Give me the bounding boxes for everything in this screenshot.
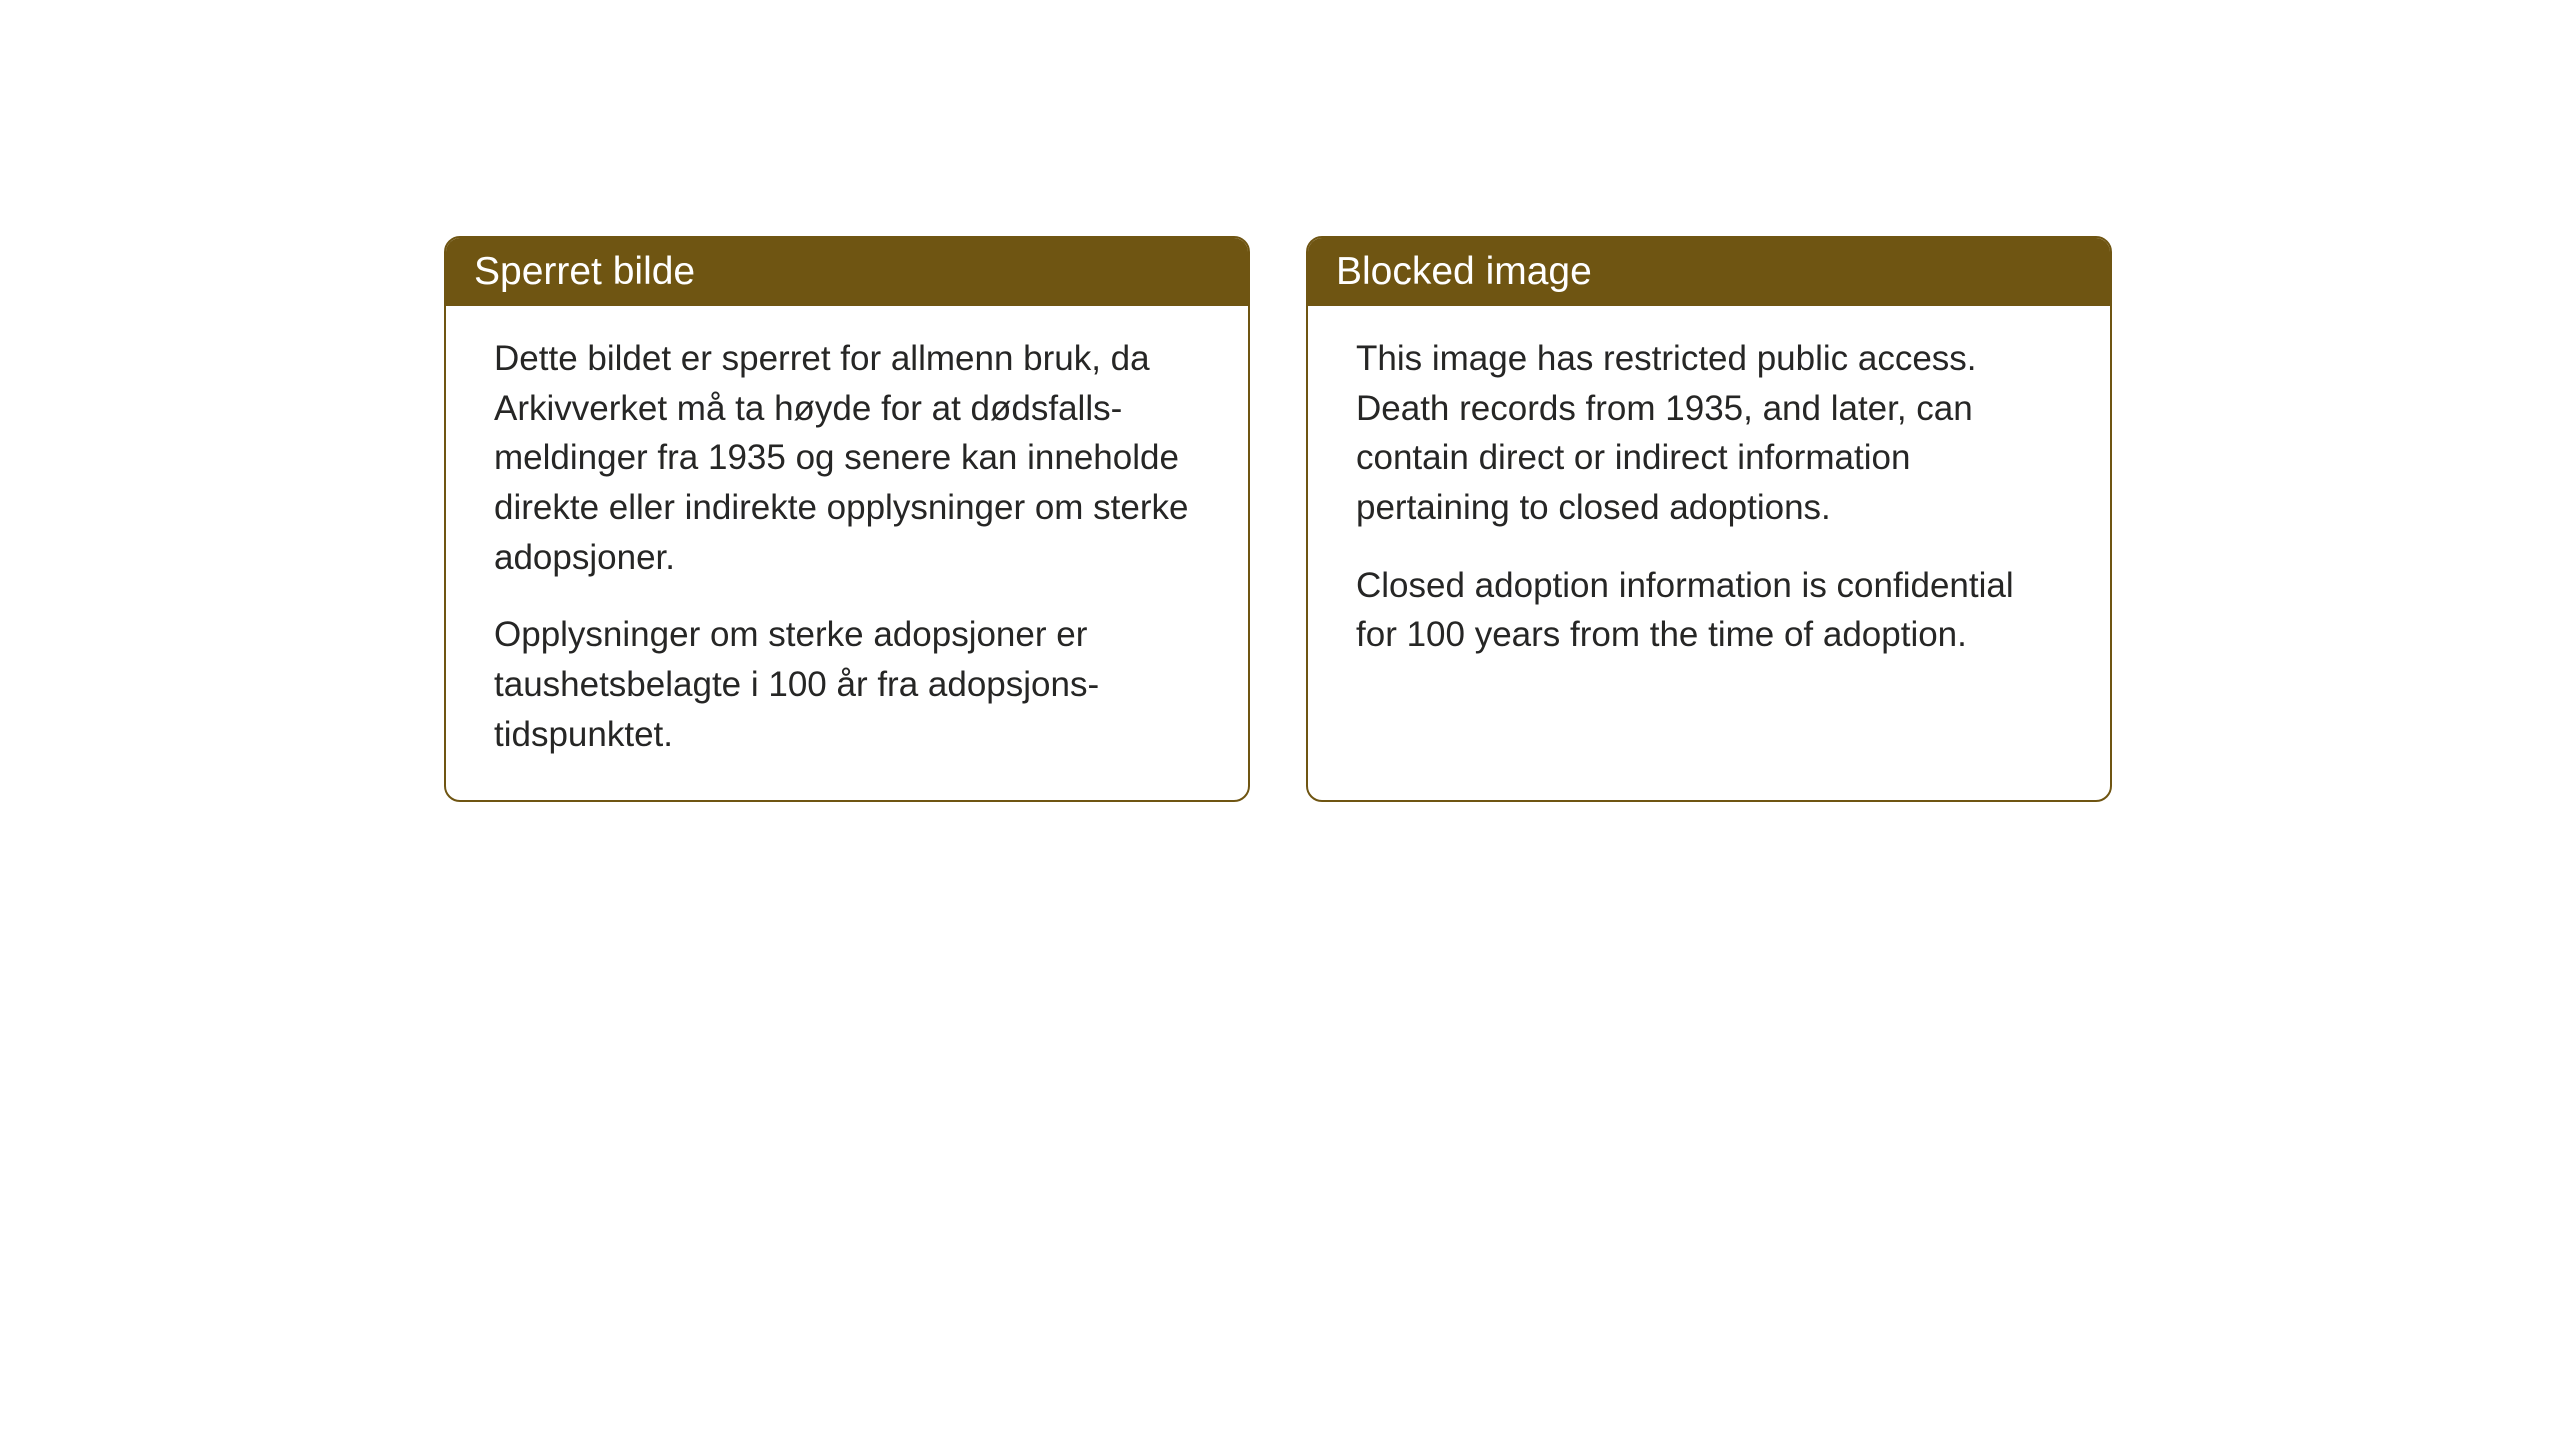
card-body-english: This image has restricted public access.… [1308, 306, 2110, 700]
card-paragraph: Dette bildet er sperret for allmenn bruk… [494, 334, 1200, 582]
notice-cards-container: Sperret bilde Dette bildet er sperret fo… [444, 236, 2112, 802]
card-paragraph: Opplysninger om sterke adopsjoner er tau… [494, 610, 1200, 759]
card-header-norwegian: Sperret bilde [446, 238, 1248, 306]
card-body-norwegian: Dette bildet er sperret for allmenn bruk… [446, 306, 1248, 800]
notice-card-norwegian: Sperret bilde Dette bildet er sperret fo… [444, 236, 1250, 802]
card-paragraph: This image has restricted public access.… [1356, 334, 2062, 533]
notice-card-english: Blocked image This image has restricted … [1306, 236, 2112, 802]
card-header-english: Blocked image [1308, 238, 2110, 306]
card-paragraph: Closed adoption information is confident… [1356, 561, 2062, 660]
